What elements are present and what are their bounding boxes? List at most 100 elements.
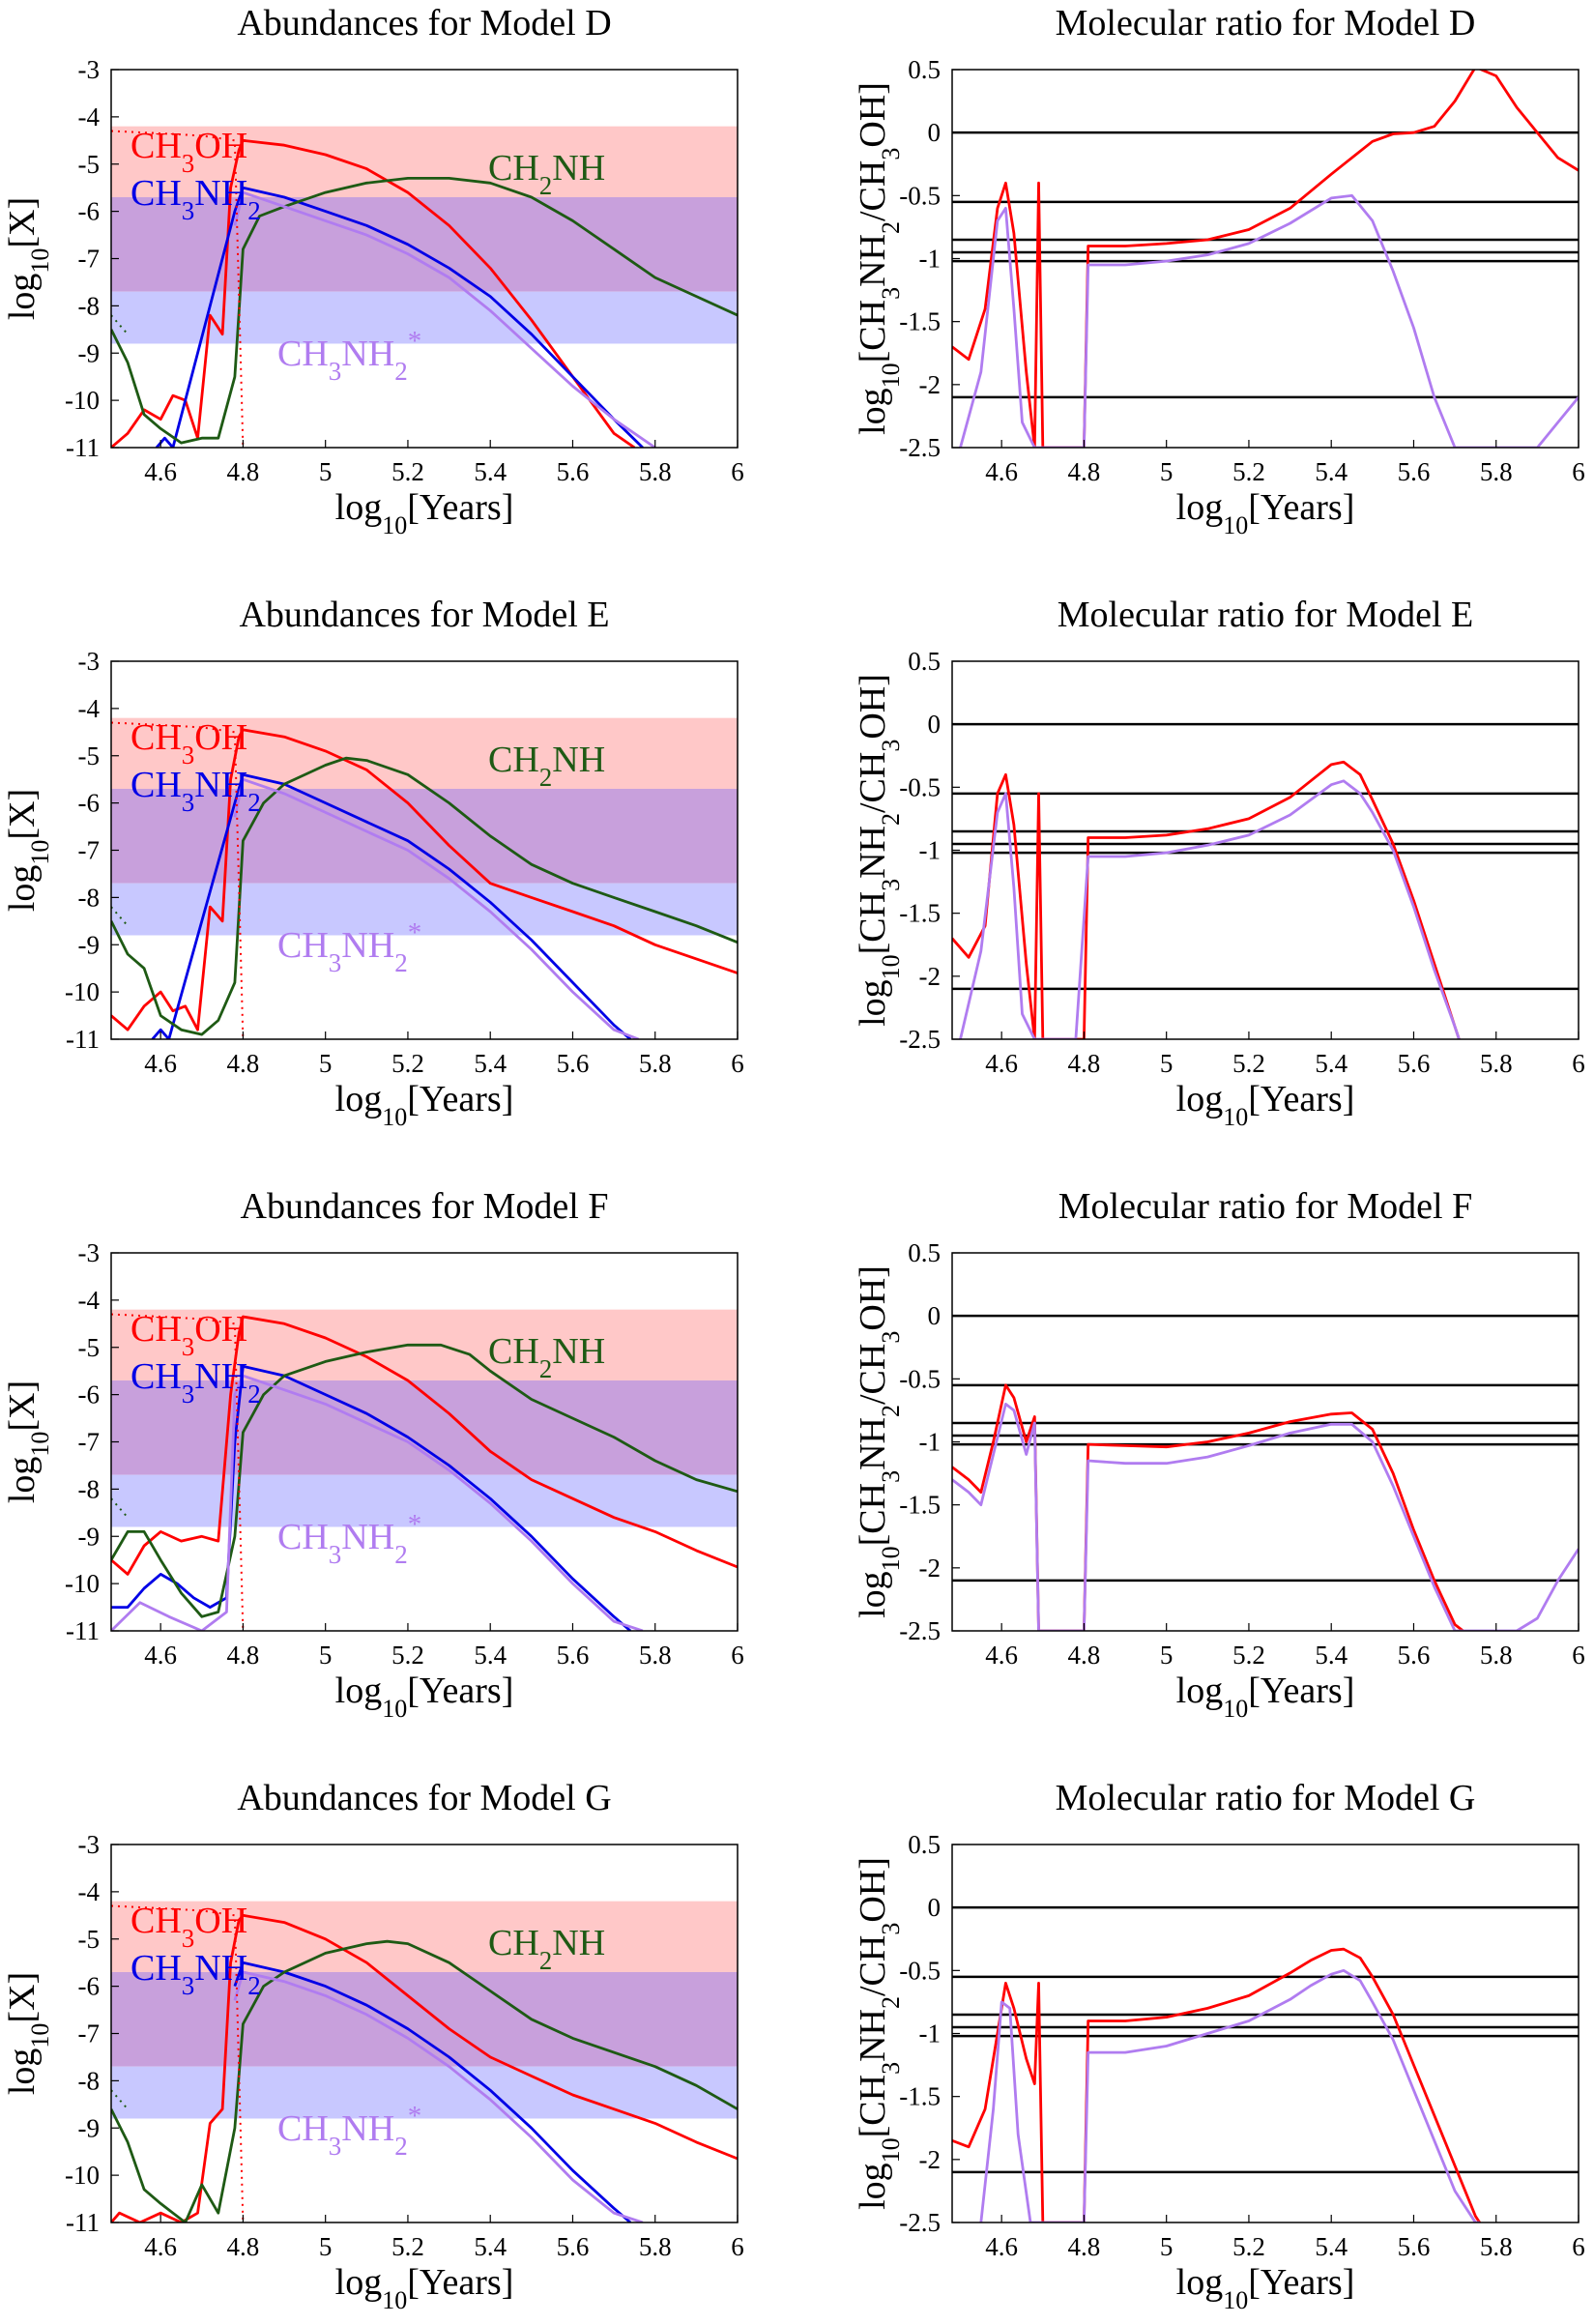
- x-tick-label: 5.6: [1398, 1641, 1431, 1670]
- y-tick-label: -6: [78, 1972, 101, 2001]
- x-tick-label: 6: [1572, 2232, 1585, 2261]
- x-tick-label: 5.4: [1315, 457, 1348, 486]
- x-tick-label: 6: [731, 2232, 744, 2261]
- y-tick-label: -2: [919, 962, 942, 991]
- chart-title: Abundances for Model G: [237, 1778, 611, 1818]
- x-tick-label: 5: [319, 1049, 333, 1078]
- y-tick-label: -10: [65, 977, 100, 1006]
- x-tick-label: 5.6: [1398, 2232, 1431, 2261]
- x-tick-label: 5.6: [1398, 1049, 1431, 1078]
- y-tick-label: -1.5: [899, 899, 941, 928]
- y-tick-label: -8: [78, 291, 101, 320]
- y-tick-label: -9: [78, 930, 101, 959]
- chart-title: Abundances for Model E: [239, 595, 609, 635]
- y-tick-label: 0: [928, 710, 942, 739]
- x-tick-label: 4.8: [227, 1641, 260, 1670]
- y-tick-label: 0.5: [908, 647, 941, 676]
- x-tick-label: 5: [319, 2232, 333, 2261]
- y-tick-label: -10: [65, 1569, 100, 1598]
- x-tick-label: 5.2: [1232, 1049, 1265, 1078]
- x-tick-label: 4.6: [144, 2232, 177, 2261]
- x-tick-label: 6: [1572, 1049, 1585, 1078]
- x-tick-label: 5.2: [391, 457, 424, 486]
- x-axis-label: log10[Years]: [1176, 1670, 1355, 1723]
- x-tick-label: 5.8: [1480, 457, 1513, 486]
- y-tick-label: -9: [78, 338, 101, 367]
- x-tick-label: 5.8: [1480, 1641, 1513, 1670]
- x-tick-label: 5: [1160, 1641, 1174, 1670]
- x-tick-label: 6: [731, 457, 744, 486]
- x-axis-label: log10[Years]: [335, 1079, 514, 1131]
- x-tick-label: 4.6: [985, 1049, 1018, 1078]
- y-axis-label: log10[X]: [2, 1972, 54, 2095]
- label-ch3oh: CH3OH: [130, 126, 247, 178]
- series-line: [952, 760, 1461, 1039]
- series-line: [111, 1315, 738, 1576]
- x-axis-label: log10[Years]: [335, 487, 514, 539]
- y-tick-label: -6: [78, 1380, 101, 1409]
- x-tick-label: 5.4: [474, 1049, 507, 1078]
- y-tick-label: -10: [65, 386, 100, 415]
- label-ch3nh2: CH3NH2: [130, 1948, 261, 2000]
- x-tick-label: 5: [319, 457, 333, 486]
- y-tick-label: -8: [78, 883, 101, 912]
- observed-band: [111, 2066, 738, 2119]
- label-ch3nh2-ice: CH3NH2*: [277, 2101, 421, 2161]
- x-tick-label: 5.4: [1315, 1049, 1348, 1078]
- x-tick-label: 5.8: [1480, 2232, 1513, 2261]
- plot-frame: [951, 69, 1580, 449]
- series-line: [952, 1383, 1464, 1631]
- plot-frame: [951, 1844, 1580, 2223]
- y-tick-label: -8: [78, 2066, 101, 2095]
- series-line: [111, 2089, 129, 2110]
- y-tick-label: -0.5: [899, 1956, 941, 1985]
- y-axis-label: log10[X]: [2, 197, 54, 320]
- x-tick-label: 4.8: [227, 1049, 260, 1078]
- x-tick-label: 5.2: [1232, 2232, 1265, 2261]
- y-axis-label: log10[X]: [2, 1380, 54, 1503]
- x-tick-label: 5: [1160, 2232, 1174, 2261]
- y-tick-label: -7: [78, 2019, 101, 2048]
- x-tick-label: 5.8: [639, 457, 672, 486]
- label-ch3nh2: CH3NH2: [130, 173, 261, 225]
- label-ch3oh: CH3OH: [130, 1901, 247, 1953]
- y-tick-label: -11: [66, 1025, 100, 1054]
- y-tick-label: -2: [919, 2145, 942, 2174]
- x-tick-label: 5.2: [1232, 1641, 1265, 1670]
- chart-title: Molecular ratio for Model E: [1058, 595, 1474, 635]
- plot-frame: [951, 660, 1580, 1040]
- observed-band: [111, 196, 738, 292]
- label-ch3nh2: CH3NH2: [130, 1356, 261, 1409]
- x-tick-label: 5.6: [557, 2232, 590, 2261]
- series-line: [111, 1913, 738, 2222]
- y-tick-label: -0.5: [899, 1364, 941, 1393]
- series-line: [155, 186, 644, 448]
- chart-title: Molecular ratio for Model D: [1056, 3, 1476, 44]
- x-tick-label: 5.8: [639, 1641, 672, 1670]
- x-tick-label: 6: [731, 1641, 744, 1670]
- observed-band: [111, 883, 738, 936]
- x-tick-label: 5.4: [1315, 2232, 1348, 2261]
- y-tick-label: -3: [78, 1238, 101, 1267]
- chart-title: Molecular ratio for Model F: [1058, 1186, 1472, 1227]
- y-tick-label: -1.5: [899, 2082, 941, 2111]
- observed-band: [111, 717, 738, 789]
- x-tick-label: 5.8: [639, 2232, 672, 2261]
- y-tick-label: -1.5: [899, 1491, 941, 1520]
- observed-band: [111, 1474, 738, 1527]
- label-ch2nh: CH2NH: [488, 148, 605, 200]
- label-ch3nh2-ice: CH3NH2*: [277, 917, 421, 977]
- x-tick-label: 5.4: [474, 1641, 507, 1670]
- panel-ratio-4: 4.6 4.8 5 5.2 5.4 5.6 5.8 6 0.5 0 -0.5 -1 -1.5 -2 -2.5…: [853, 1778, 1585, 2314]
- y-tick-label: -5: [78, 741, 101, 770]
- x-tick-label: 4.6: [985, 457, 1018, 486]
- y-tick-label: 0.5: [908, 55, 941, 84]
- y-tick-label: -2: [919, 1554, 942, 1583]
- y-tick-label: -3: [78, 1830, 101, 1859]
- x-tick-label: 5.6: [557, 1049, 590, 1078]
